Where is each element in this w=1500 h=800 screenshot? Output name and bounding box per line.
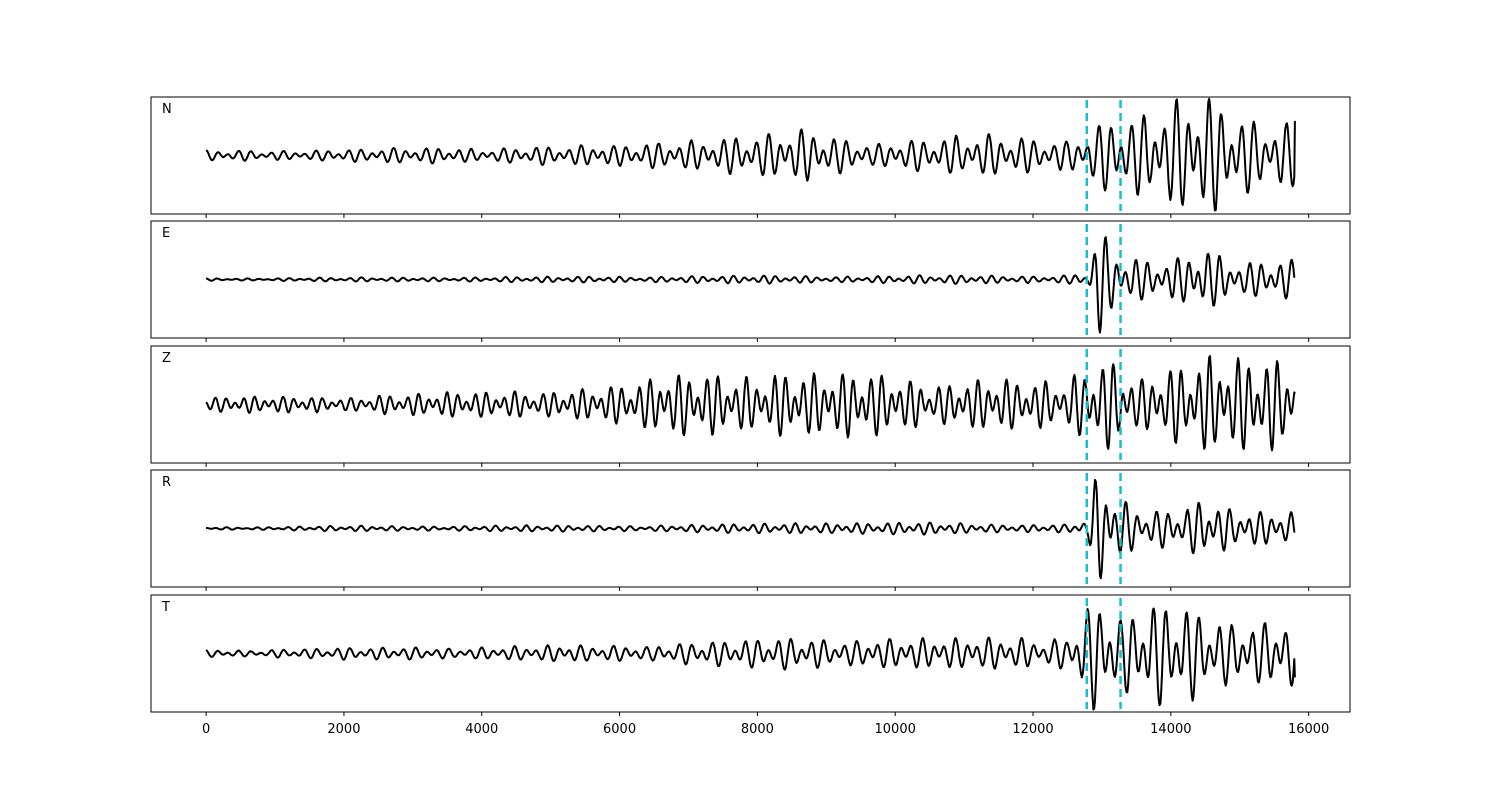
x-tick-label: 12000 bbox=[1012, 722, 1053, 737]
x-tick-label: 0 bbox=[202, 722, 210, 737]
subplot-e: E bbox=[150, 220, 1351, 342]
trace-r bbox=[206, 478, 1296, 580]
subplot-frame bbox=[150, 594, 1351, 713]
subplot-n: N bbox=[150, 96, 1351, 218]
subplot-z: Z bbox=[150, 345, 1351, 467]
trace-n bbox=[205, 97, 1296, 212]
subplot-r: R bbox=[150, 469, 1351, 591]
x-tick-label: 4000 bbox=[465, 722, 498, 737]
panel-label: T bbox=[161, 600, 170, 615]
x-axis: 0 2000 4000 6000 8000 10000 12000 14000 16000 bbox=[202, 722, 1329, 737]
panel-label: R bbox=[162, 475, 171, 490]
trace-z bbox=[205, 355, 1296, 452]
x-tick-label: 2000 bbox=[327, 722, 360, 737]
subplot-t: T bbox=[150, 594, 1351, 716]
subplot-frame bbox=[150, 96, 1351, 215]
x-tick-label: 10000 bbox=[875, 722, 916, 737]
panel-label: Z bbox=[162, 351, 171, 366]
panel-label: N bbox=[162, 102, 172, 117]
x-tick-label: 14000 bbox=[1150, 722, 1191, 737]
x-tick-label: 8000 bbox=[741, 722, 774, 737]
trace-e bbox=[205, 236, 1296, 334]
trace-t bbox=[205, 607, 1296, 711]
subplot-frame bbox=[150, 345, 1351, 464]
subplot-frame bbox=[150, 469, 1351, 588]
subplot-frame bbox=[150, 220, 1351, 339]
subplot-panels: N E Z R T bbox=[150, 96, 1351, 716]
x-tick-label: 16000 bbox=[1288, 722, 1329, 737]
panel-label: E bbox=[162, 226, 170, 241]
x-tick-label: 6000 bbox=[603, 722, 636, 737]
